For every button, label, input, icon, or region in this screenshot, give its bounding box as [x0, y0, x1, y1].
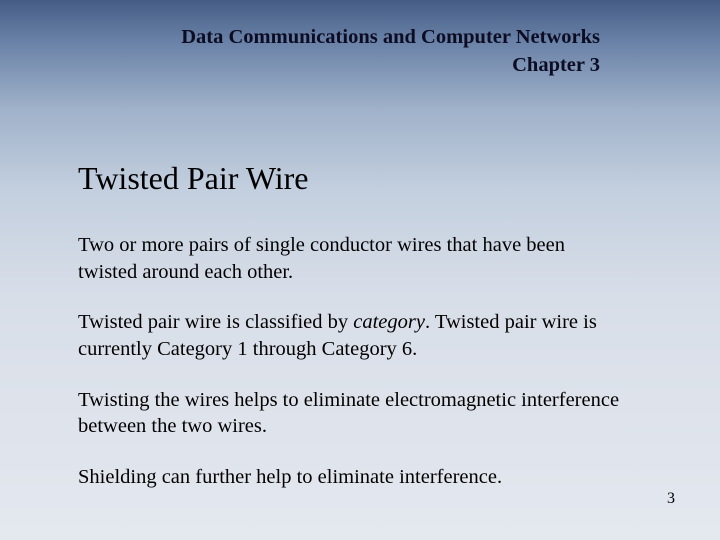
slide-header: Data Communications and Computer Network…	[120, 24, 600, 79]
paragraph-1: Two or more pairs of single conductor wi…	[78, 232, 625, 285]
page-number: 3	[667, 490, 675, 508]
header-line-1: Data Communications and Computer Network…	[181, 26, 600, 48]
paragraph-3: Twisting the wires helps to eliminate el…	[78, 387, 625, 440]
paragraph-2b-italic: category	[353, 311, 425, 333]
slide-title: Twisted Pair Wire	[78, 160, 309, 197]
paragraph-2: Twisted pair wire is classified by categ…	[78, 309, 625, 362]
slide-body: Two or more pairs of single conductor wi…	[78, 232, 625, 490]
paragraph-4: Shielding can further help to eliminate …	[78, 464, 625, 491]
paragraph-2a: Twisted pair wire is classified by	[78, 311, 353, 333]
header-line-2: Chapter 3	[512, 54, 600, 76]
